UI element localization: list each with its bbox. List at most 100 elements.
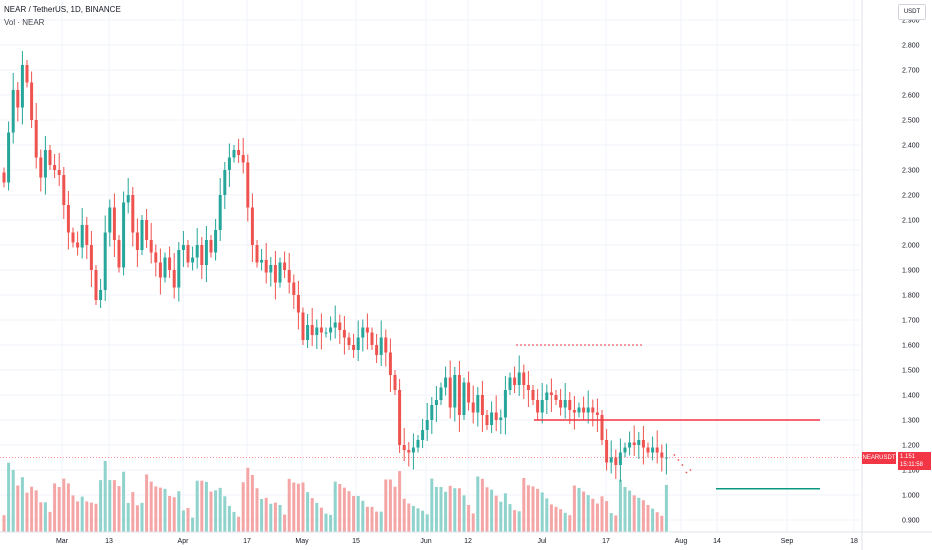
candle-body	[223, 170, 227, 195]
candle-body	[177, 250, 181, 288]
candle-body	[430, 405, 434, 420]
volume-bar	[99, 480, 103, 532]
volume-bar	[439, 487, 443, 532]
volume-bar	[177, 491, 181, 532]
price-tick-label: 2.100	[902, 218, 920, 225]
time-tick-label: 12	[464, 538, 472, 545]
candle-body	[568, 400, 572, 410]
candle-body	[411, 447, 415, 453]
volume-bar	[30, 486, 34, 532]
candle-body	[563, 400, 567, 408]
candle-body	[186, 245, 190, 263]
volume-bar	[172, 497, 176, 532]
candle-body	[85, 225, 89, 245]
projection-dot	[677, 459, 680, 461]
candle-body	[628, 442, 632, 448]
volume-bar	[375, 511, 379, 532]
volume-bar	[448, 485, 452, 532]
volume-layer	[2, 460, 668, 532]
candle-body	[278, 262, 282, 283]
volume-bar	[471, 513, 475, 532]
candle-body	[250, 207, 254, 245]
candle-body	[421, 430, 425, 440]
candle-body	[214, 230, 218, 253]
volume-bar	[618, 479, 622, 532]
volume-bar	[660, 515, 664, 532]
volume-bar	[16, 485, 20, 532]
candle-body	[11, 90, 15, 133]
candle-body	[7, 132, 11, 183]
candle-body	[545, 392, 549, 400]
volume-bar	[628, 490, 632, 532]
volume-bar	[255, 488, 259, 532]
candle-body	[117, 240, 121, 268]
candle-body	[490, 412, 494, 425]
candle-body	[444, 377, 448, 388]
candle-body	[66, 205, 70, 233]
volume-bar	[503, 493, 507, 532]
volume-bar	[71, 495, 75, 532]
volume-bar	[264, 497, 268, 532]
last-price-ticker-label: NEARUSDT	[862, 452, 896, 464]
candle-body	[306, 325, 310, 340]
candle-body	[48, 150, 52, 165]
time-tick-label: 13	[105, 538, 113, 545]
candle-body	[365, 327, 369, 333]
volume-bar	[237, 516, 241, 532]
candle-body	[57, 170, 61, 175]
price-tick-label: 1.500	[902, 368, 920, 375]
volume-bar	[356, 496, 360, 532]
candle-body	[425, 420, 429, 430]
candle-body	[623, 447, 627, 453]
candle-body	[25, 65, 29, 83]
volume-bar	[94, 503, 98, 532]
volume-bar	[545, 498, 549, 532]
symbol-legend[interactable]: NEAR / TetherUS, 1D, BINANCE	[4, 5, 121, 14]
price-tick-label: 1.200	[902, 443, 920, 450]
candle-body	[20, 65, 24, 108]
candle-body	[94, 270, 98, 300]
candle-body	[112, 207, 116, 240]
volume-bar	[522, 478, 526, 532]
time-tick-label: Mar	[56, 538, 69, 545]
volume-bar	[126, 502, 130, 532]
time-axis[interactable]: Mar 13 Apr 17 May 15 Jun 12 Jul 17 Aug 14 Sep 18	[0, 531, 932, 545]
volume-bar	[651, 508, 655, 532]
price-tick-label: 1.400	[902, 393, 920, 400]
candle-body	[462, 382, 466, 415]
time-tick-label: May	[295, 538, 309, 545]
candle-body	[315, 327, 319, 335]
annotation-layer	[0, 344, 862, 490]
volume-bar	[632, 495, 636, 532]
volume-bar	[241, 482, 245, 532]
candle-body	[273, 265, 277, 283]
volume-bar	[7, 462, 11, 532]
candle-body	[34, 120, 38, 158]
candle-body	[168, 257, 172, 270]
countdown-timer: 15:11:58	[900, 462, 923, 468]
volume-bar	[338, 484, 342, 532]
candle-body	[531, 390, 535, 400]
candle-body	[241, 155, 245, 163]
candle-body	[246, 162, 250, 208]
volume-bar	[388, 479, 392, 532]
volume-bar	[536, 488, 540, 532]
volume-bar	[370, 506, 374, 532]
volume-bar	[559, 509, 563, 532]
time-tick-label: Apr	[178, 538, 190, 545]
volume-bar	[508, 504, 512, 532]
candle-body	[499, 417, 503, 420]
volume-bar	[526, 485, 530, 532]
volume-bar	[39, 502, 43, 532]
candle-body	[559, 400, 563, 408]
volume-legend[interactable]: Vol · NEAR	[4, 18, 45, 27]
candle-body	[43, 150, 47, 178]
volume-bar	[563, 512, 567, 532]
time-tick-label: 17	[243, 538, 251, 545]
volume-bar	[444, 491, 448, 532]
last-price-value: 1.151	[900, 454, 916, 460]
candle-body	[476, 395, 480, 413]
volume-bar	[365, 506, 369, 532]
currency-badge[interactable]: USDT	[898, 4, 926, 20]
